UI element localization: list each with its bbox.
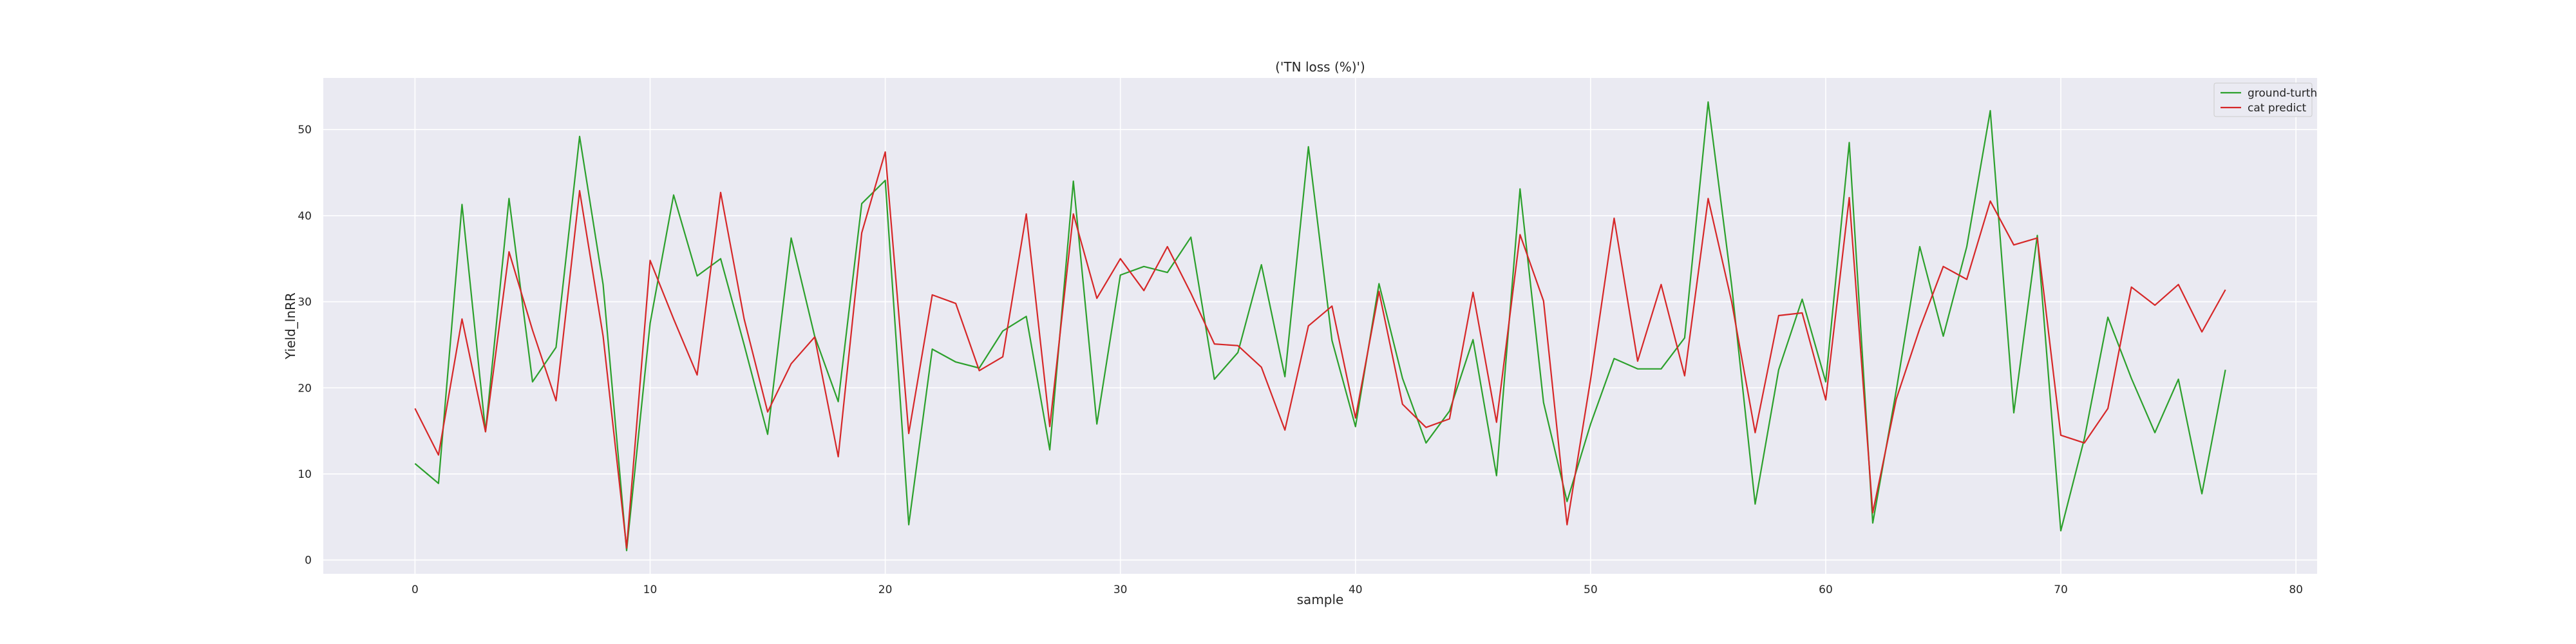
y-tick-label: 20 bbox=[298, 382, 312, 395]
series-line-cat-predict bbox=[414, 151, 2226, 549]
x-tick-label: 40 bbox=[1349, 583, 1363, 596]
legend-label: ground-turth bbox=[2248, 87, 2317, 100]
grid bbox=[323, 78, 2317, 574]
x-tick-label: 60 bbox=[1819, 583, 1833, 596]
series-lines bbox=[414, 101, 2226, 552]
x-tick-label: 30 bbox=[1113, 583, 1128, 596]
x-tick-label: 80 bbox=[2289, 583, 2303, 596]
x-tick-label: 0 bbox=[412, 583, 419, 596]
x-tick-label: 10 bbox=[643, 583, 658, 596]
x-tick-label: 20 bbox=[878, 583, 893, 596]
x-tick-label: 70 bbox=[2054, 583, 2068, 596]
plot-background bbox=[323, 78, 2317, 574]
x-axis-label: sample bbox=[1297, 592, 1344, 607]
series-line-ground-turth bbox=[414, 101, 2226, 552]
y-tick-label: 0 bbox=[305, 554, 312, 567]
y-axis-label: Yield_lnRR bbox=[283, 292, 298, 360]
y-tick-label: 50 bbox=[298, 124, 312, 137]
x-tick-label: 50 bbox=[1584, 583, 1598, 596]
chart-title: ('TN loss (%)') bbox=[1275, 59, 1365, 75]
tick-labels: 0 10 20 30 40 50 60 70 80 0 10 20 30 40 50 bbox=[298, 124, 2303, 596]
y-tick-label: 10 bbox=[298, 468, 312, 481]
y-tick-label: 40 bbox=[298, 210, 312, 223]
legend-label: cat predict bbox=[2248, 102, 2307, 115]
y-tick-label: 30 bbox=[298, 296, 312, 309]
legend: ground-turth cat predict bbox=[2213, 82, 2317, 117]
